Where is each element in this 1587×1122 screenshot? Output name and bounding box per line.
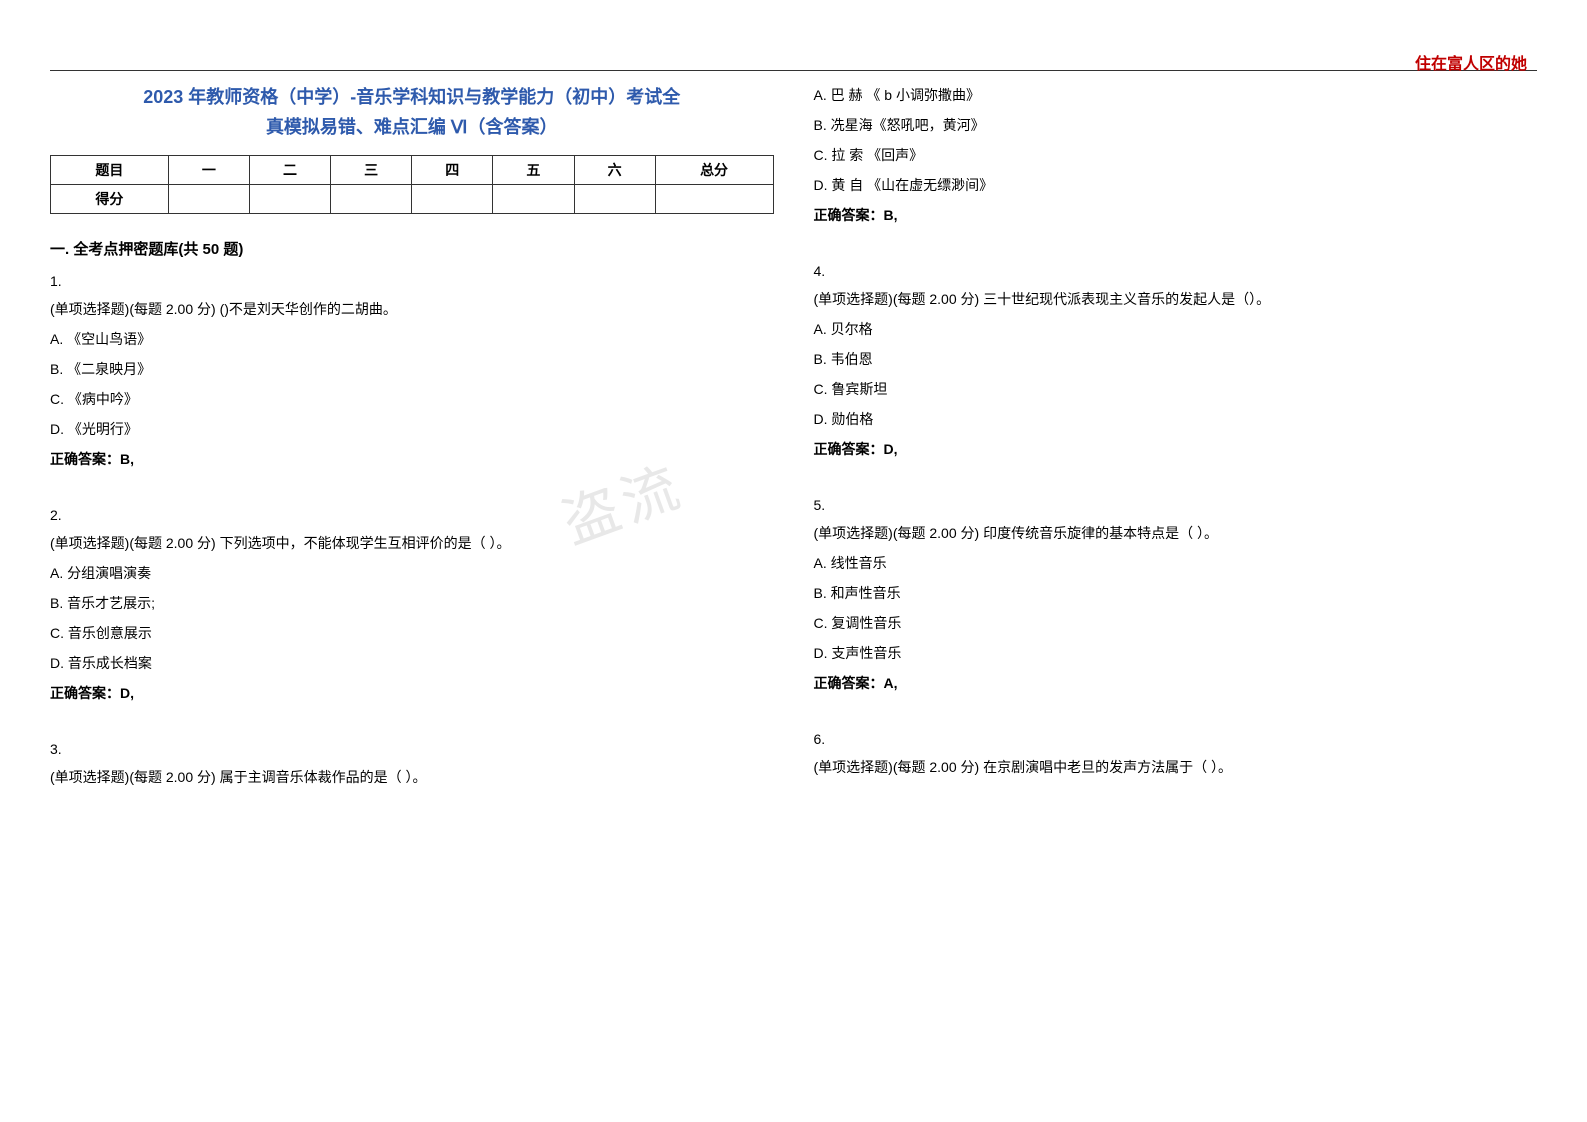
question-option: C. 鲁宾斯坦 (814, 375, 1538, 403)
th: 二 (249, 156, 330, 185)
question-option: A. 贝尔格 (814, 315, 1538, 343)
question-option: B. 冼星海《怒吼吧，黄河》 (814, 111, 1538, 139)
th: 五 (493, 156, 574, 185)
header-divider (50, 70, 1537, 71)
question-option: D. 勋伯格 (814, 405, 1538, 433)
th: 四 (412, 156, 493, 185)
question-block: A. 巴 赫 《 b 小调弥撒曲》 B. 冼星海《怒吼吧，黄河》 C. 拉 索 … (814, 81, 1538, 229)
doc-title-line2: 真模拟易错、难点汇编 Ⅵ（含答案） (50, 113, 774, 139)
question-number: 1. (50, 267, 774, 295)
question-number: 3. (50, 735, 774, 763)
question-option: B. 音乐才艺展示; (50, 589, 774, 617)
table-header-row: 题目 一 二 三 四 五 六 总分 (51, 156, 774, 185)
th: 六 (574, 156, 655, 185)
question-answer: 正确答案：D, (814, 435, 1538, 463)
td (412, 185, 493, 214)
question-stem: (单项选择题)(每题 2.00 分) 三十世纪现代派表现主义音乐的发起人是（）。 (814, 285, 1538, 313)
question-stem: (单项选择题)(每题 2.00 分) 属于主调音乐体裁作品的是（ ）。 (50, 763, 774, 791)
question-answer: 正确答案：D, (50, 679, 774, 707)
question-number: 5. (814, 491, 1538, 519)
question-option: C. 《病中吟》 (50, 385, 774, 413)
question-answer: 正确答案：B, (50, 445, 774, 473)
question-block: 4. (单项选择题)(每题 2.00 分) 三十世纪现代派表现主义音乐的发起人是… (814, 257, 1538, 463)
question-answer: 正确答案：B, (814, 201, 1538, 229)
question-stem: (单项选择题)(每题 2.00 分) 在京剧演唱中老旦的发声方法属于（ ）。 (814, 753, 1538, 781)
content-container: 2023 年教师资格（中学）-音乐学科知识与教学能力（初中）考试全 真模拟易错、… (50, 81, 1537, 819)
question-block: 5. (单项选择题)(每题 2.00 分) 印度传统音乐旋律的基本特点是（ ）。… (814, 491, 1538, 697)
doc-title-line1: 2023 年教师资格（中学）-音乐学科知识与教学能力（初中）考试全 (50, 81, 774, 113)
question-option: B. 《二泉映月》 (50, 355, 774, 383)
question-stem: (单项选择题)(每题 2.00 分) 下列选项中，不能体现学生互相评价的是（ ）… (50, 529, 774, 557)
th: 题目 (51, 156, 169, 185)
question-number: 4. (814, 257, 1538, 285)
question-option: C. 音乐创意展示 (50, 619, 774, 647)
question-answer: 正确答案：A, (814, 669, 1538, 697)
question-option: A. 线性音乐 (814, 549, 1538, 577)
table-row: 得分 (51, 185, 774, 214)
brand-text: 住在富人区的她 (1415, 50, 1527, 74)
question-option: D. 支声性音乐 (814, 639, 1538, 667)
question-option: A. 分组演唱演奏 (50, 559, 774, 587)
question-option: C. 复调性音乐 (814, 609, 1538, 637)
right-column: A. 巴 赫 《 b 小调弥撒曲》 B. 冼星海《怒吼吧，黄河》 C. 拉 索 … (814, 81, 1538, 819)
th: 一 (168, 156, 249, 185)
question-number: 6. (814, 725, 1538, 753)
question-stem: (单项选择题)(每题 2.00 分) 印度传统音乐旋律的基本特点是（ ）。 (814, 519, 1538, 547)
td (168, 185, 249, 214)
question-number: 2. (50, 501, 774, 529)
question-option: D. 音乐成长档案 (50, 649, 774, 677)
td (249, 185, 330, 214)
row-label: 得分 (51, 185, 169, 214)
question-option: D. 黄 自 《山在虚无缥渺间》 (814, 171, 1538, 199)
question-option: A. 《空山鸟语》 (50, 325, 774, 353)
question-option: C. 拉 索 《回声》 (814, 141, 1538, 169)
question-option: A. 巴 赫 《 b 小调弥撒曲》 (814, 81, 1538, 109)
td (655, 185, 773, 214)
th: 三 (331, 156, 412, 185)
score-table: 题目 一 二 三 四 五 六 总分 得分 (50, 155, 774, 214)
question-block: 6. (单项选择题)(每题 2.00 分) 在京剧演唱中老旦的发声方法属于（ ）… (814, 725, 1538, 781)
question-block: 2. (单项选择题)(每题 2.00 分) 下列选项中，不能体现学生互相评价的是… (50, 501, 774, 707)
td (574, 185, 655, 214)
td (331, 185, 412, 214)
question-stem: (单项选择题)(每题 2.00 分) ()不是刘天华创作的二胡曲。 (50, 295, 774, 323)
left-column: 2023 年教师资格（中学）-音乐学科知识与教学能力（初中）考试全 真模拟易错、… (50, 81, 774, 819)
question-option: D. 《光明行》 (50, 415, 774, 443)
question-block: 1. (单项选择题)(每题 2.00 分) ()不是刘天华创作的二胡曲。 A. … (50, 267, 774, 473)
section-heading: 一. 全考点押密题库(共 50 题) (50, 238, 774, 259)
question-option: B. 和声性音乐 (814, 579, 1538, 607)
question-block: 3. (单项选择题)(每题 2.00 分) 属于主调音乐体裁作品的是（ ）。 (50, 735, 774, 791)
th: 总分 (655, 156, 773, 185)
question-option: B. 韦伯恩 (814, 345, 1538, 373)
td (493, 185, 574, 214)
